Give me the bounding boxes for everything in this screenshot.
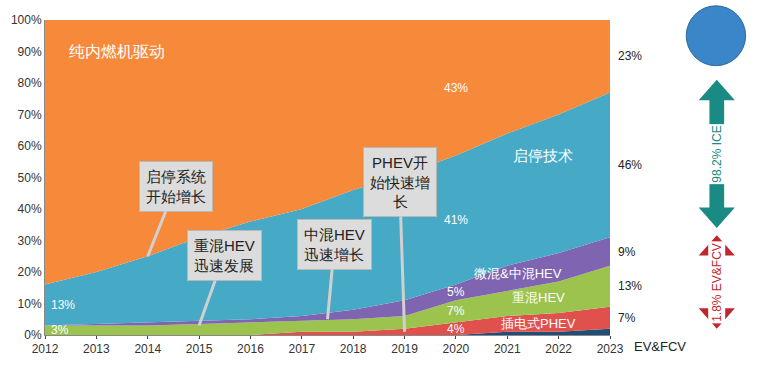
svg-text:40%: 40% bbox=[18, 202, 42, 216]
svg-text:2014: 2014 bbox=[134, 342, 161, 356]
svg-text:启停技术: 启停技术 bbox=[513, 147, 573, 164]
svg-text:30%: 30% bbox=[18, 234, 42, 248]
svg-text:2019: 2019 bbox=[391, 342, 418, 356]
svg-text:46%: 46% bbox=[618, 158, 642, 172]
svg-text:5%: 5% bbox=[447, 285, 465, 299]
svg-text:4%: 4% bbox=[447, 322, 465, 336]
svg-text:PHEV开始快速增长: PHEV开始快速增长 bbox=[370, 154, 430, 210]
svg-text:43%: 43% bbox=[444, 81, 468, 95]
svg-text:20%: 20% bbox=[18, 265, 42, 279]
svg-text:2015: 2015 bbox=[186, 342, 213, 356]
svg-text:2022: 2022 bbox=[545, 342, 572, 356]
svg-text:2013: 2013 bbox=[83, 342, 110, 356]
svg-text:70%: 70% bbox=[18, 108, 42, 122]
svg-text:启停系统开始增长: 启停系统开始增长 bbox=[146, 168, 206, 205]
svg-text:重混HEV: 重混HEV bbox=[512, 290, 565, 305]
svg-text:90%: 90% bbox=[18, 45, 42, 59]
svg-text:纯内燃机驱动: 纯内燃机驱动 bbox=[69, 43, 165, 60]
svg-text:2020: 2020 bbox=[443, 342, 470, 356]
svg-text:0%: 0% bbox=[24, 328, 42, 342]
svg-text:80%: 80% bbox=[18, 76, 42, 90]
svg-text:50%: 50% bbox=[18, 171, 42, 185]
svg-text:13%: 13% bbox=[618, 279, 642, 293]
svg-text:7%: 7% bbox=[618, 311, 636, 325]
svg-text:1.8% EV&FCV: 1.8% EV&FCV bbox=[710, 243, 724, 322]
svg-text:2021: 2021 bbox=[494, 342, 521, 356]
svg-text:2023: 2023 bbox=[597, 342, 624, 356]
svg-text:3%: 3% bbox=[51, 323, 69, 337]
svg-text:2018: 2018 bbox=[340, 342, 367, 356]
svg-text:EV&FCV: EV&FCV bbox=[634, 339, 686, 354]
svg-text:插电式PHEV: 插电式PHEV bbox=[501, 316, 576, 331]
svg-text:重混HEV迅速发展: 重混HEV迅速发展 bbox=[194, 237, 255, 274]
svg-text:10%: 10% bbox=[18, 297, 42, 311]
svg-text:60%: 60% bbox=[18, 139, 42, 153]
svg-text:2017: 2017 bbox=[288, 342, 315, 356]
svg-text:100%: 100% bbox=[11, 13, 42, 27]
svg-text:23%: 23% bbox=[618, 49, 642, 63]
svg-text:98.2% ICE: 98.2% ICE bbox=[710, 125, 724, 182]
svg-text:9%: 9% bbox=[618, 245, 636, 259]
svg-text:2016: 2016 bbox=[237, 342, 264, 356]
svg-text:7%: 7% bbox=[447, 304, 465, 318]
svg-text:2012: 2012 bbox=[32, 342, 59, 356]
svg-text:中混HEV迅速增长: 中混HEV迅速增长 bbox=[304, 226, 365, 263]
svg-text:41%: 41% bbox=[444, 213, 468, 227]
svg-text:13%: 13% bbox=[51, 298, 75, 312]
svg-text:微混&中混HEV: 微混&中混HEV bbox=[474, 266, 562, 281]
